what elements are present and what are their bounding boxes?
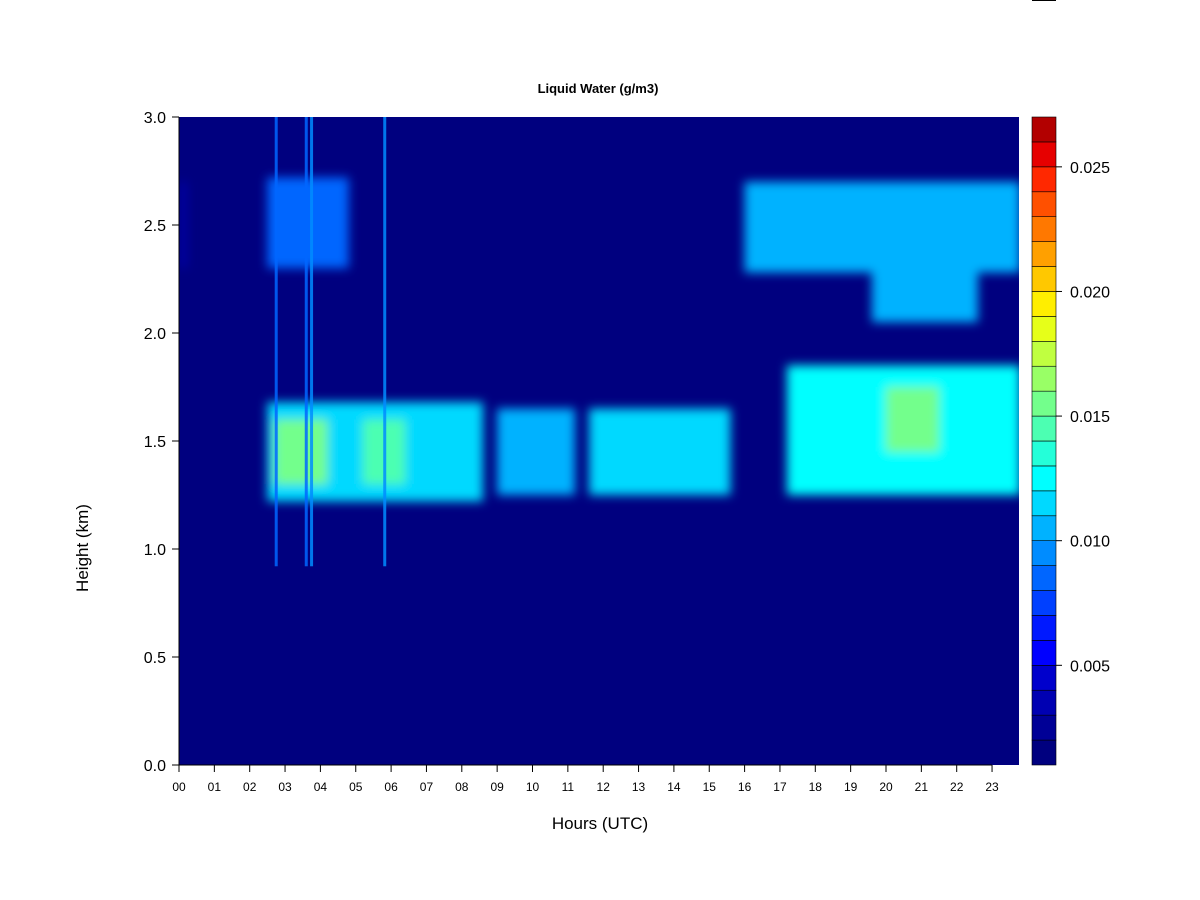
x-tick-label: 17 [773, 780, 787, 794]
x-tick-label: 23 [985, 780, 999, 794]
colorbar-tick-label: 0.025 [1070, 160, 1110, 177]
colorbar-segment [1031, 739, 1057, 766]
x-tick-label: 11 [562, 780, 575, 794]
chart-title: Liquid Water (g/m3) [538, 81, 659, 96]
y-tick-label: 0.5 [144, 650, 166, 667]
x-tick-label: 07 [420, 780, 434, 794]
x-tick-label: 00 [172, 780, 186, 794]
colorbar-segment [1031, 216, 1057, 242]
x-tick-label: 18 [809, 780, 823, 794]
x-tick-label: 08 [455, 780, 469, 794]
x-tick-label: 10 [526, 780, 540, 794]
colorbar-segment [1031, 689, 1057, 716]
x-axis-label: Hours (UTC) [552, 814, 648, 833]
heatmap-region-5 [497, 408, 575, 495]
colorbar-segment [1031, 490, 1057, 517]
y-tick-label: 2.5 [144, 218, 166, 235]
heatmap-region-8 [871, 257, 978, 323]
colorbar-segment [1031, 341, 1057, 367]
colorbar-segment [1031, 166, 1057, 193]
heatmap-region-1 [267, 177, 349, 269]
colorbar: 0.005 0.010 0.015 0.020 0.025 [1031, 116, 1110, 766]
y-tick-label: 0.0 [144, 758, 166, 775]
heatmap-region-0 [180, 181, 187, 269]
colorbar-segment [1031, 390, 1057, 417]
y-tick-label: 2.0 [144, 326, 166, 343]
x-tick-label: 22 [950, 780, 964, 794]
colorbar-tick-label: 0.015 [1070, 409, 1110, 426]
colorbar-segment [1031, 241, 1057, 267]
colorbar-segment [1031, 640, 1057, 666]
heatmap-spike-3 [383, 117, 387, 567]
y-tick-label: 3.0 [144, 110, 166, 127]
x-tick-label: 16 [738, 780, 752, 794]
heatmap-spike-2 [310, 117, 314, 567]
heatmap-spikes [274, 117, 387, 567]
x-tick-label: 19 [844, 780, 858, 794]
colorbar-segment [1031, 266, 1057, 292]
x-tick-label: 02 [243, 780, 257, 794]
x-axis: 00 01 02 03 04 05 06 07 08 09 10 11 12 13 14 15 16 17 18 19… [172, 764, 999, 794]
colorbar-segment [1031, 191, 1057, 217]
colorbar-segment [1031, 515, 1057, 541]
colorbar-segment [1031, 116, 1057, 143]
x-tick-label: 05 [349, 780, 363, 794]
y-axis-label: Height (km) [73, 504, 92, 592]
colorbar-tick-label: 0.005 [1070, 658, 1110, 675]
heatmap-region-6 [589, 408, 731, 495]
heatmap-region-3 [274, 419, 328, 485]
colorbar-tick-label: 0.010 [1070, 534, 1110, 551]
y-axis: 0.0 0.5 1.0 1.5 2.0 2.5 3.0 [144, 110, 180, 775]
corner-mark [1032, 0, 1056, 1]
colorbar-segment [1031, 415, 1057, 442]
y-tick-label: 1.0 [144, 542, 166, 559]
y-tick-label: 1.5 [144, 434, 166, 451]
colorbar-tick-label: 0.020 [1070, 284, 1110, 301]
x-tick-label: 03 [278, 780, 292, 794]
colorbar-segment [1031, 316, 1057, 342]
x-tick-label: 01 [208, 780, 222, 794]
colorbar-segment [1031, 615, 1057, 641]
colorbar-segment [1031, 665, 1057, 691]
colorbar-segment [1031, 590, 1057, 616]
heatmap-region-10 [886, 387, 940, 452]
x-tick-label: 06 [384, 780, 398, 794]
colorbar-segment [1031, 714, 1057, 741]
x-tick-label: 21 [915, 780, 929, 794]
x-tick-label: 15 [703, 780, 717, 794]
colorbar-segment [1031, 465, 1057, 492]
x-tick-label: 09 [490, 780, 504, 794]
colorbar-segment [1031, 540, 1057, 566]
colorbar-segment [1031, 565, 1057, 591]
x-tick-label: 12 [597, 780, 611, 794]
x-tick-label: 14 [667, 780, 681, 794]
heatmap-spike-1 [304, 117, 308, 567]
colorbar-segment [1031, 291, 1057, 317]
colorbar-segment [1031, 440, 1057, 467]
x-tick-label: 20 [879, 780, 893, 794]
colorbar-segment [1031, 365, 1057, 392]
x-tick-label: 04 [314, 780, 328, 794]
colorbar-segment [1031, 141, 1057, 168]
heatmap-spike-0 [274, 117, 278, 567]
x-tick-label: 13 [632, 780, 646, 794]
heatmap-regions [180, 177, 1019, 502]
